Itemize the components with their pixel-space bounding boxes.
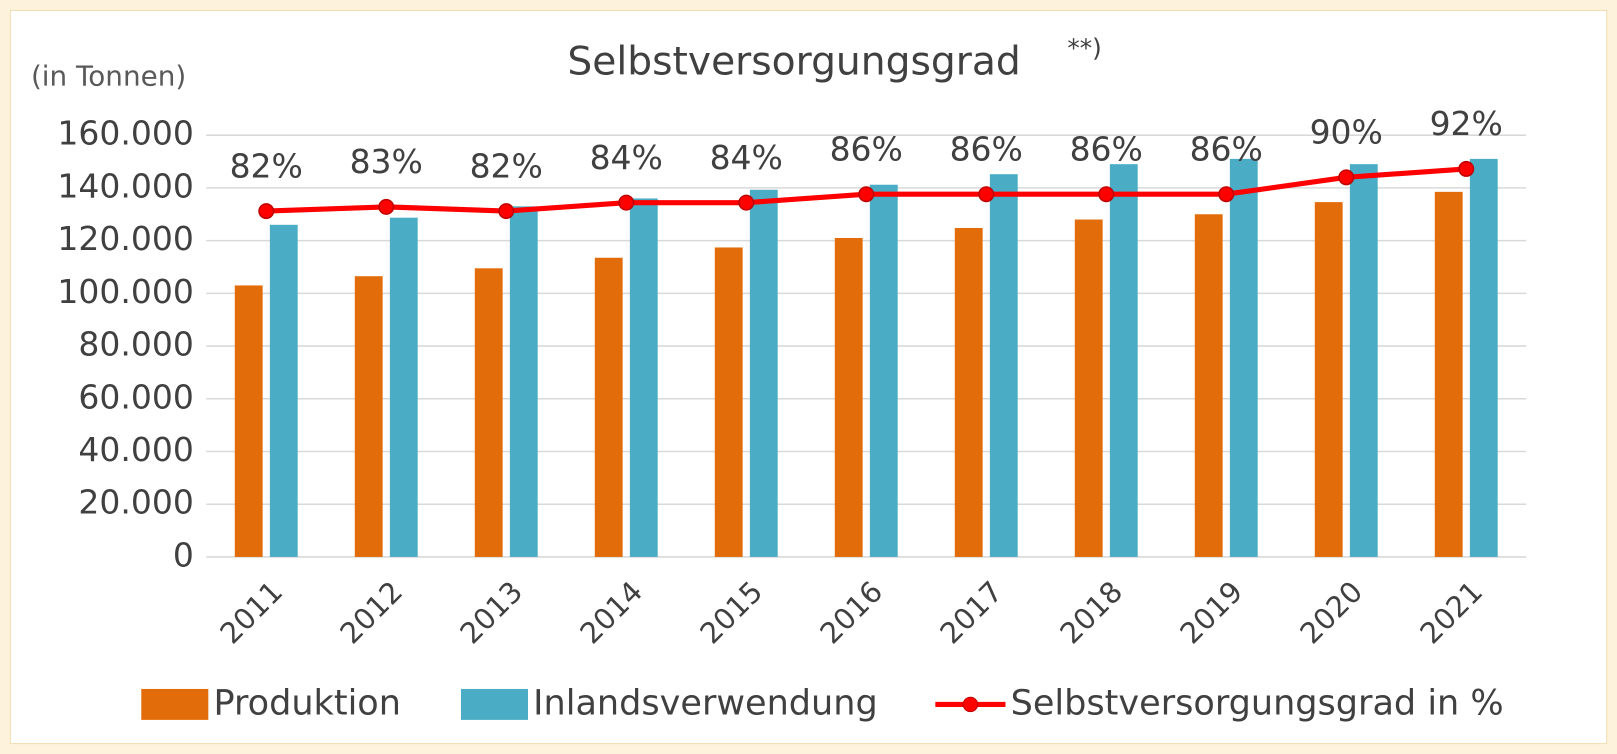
bar xyxy=(354,276,383,557)
bar xyxy=(1229,158,1258,557)
bar xyxy=(989,174,1018,557)
y-tick-label: 120.000 xyxy=(57,219,193,258)
line-marker xyxy=(258,203,275,220)
title-note: **) xyxy=(1067,34,1101,63)
data-label: 86% xyxy=(1070,129,1143,168)
subtitle: (in Tonnen) xyxy=(31,59,186,92)
bar xyxy=(629,198,658,557)
line-marker xyxy=(858,186,875,203)
legend-marker xyxy=(962,696,979,713)
line-marker xyxy=(1218,186,1235,203)
data-label: 90% xyxy=(1310,113,1383,152)
line-marker xyxy=(1338,169,1355,186)
bar xyxy=(1349,164,1378,557)
legend-label: Selbstversorgungsgrad in % xyxy=(1011,682,1504,723)
line-marker xyxy=(978,186,995,203)
y-tick-label: 0 xyxy=(173,535,194,574)
data-label: 84% xyxy=(710,138,783,177)
data-label: 86% xyxy=(950,129,1023,168)
legend-swatch xyxy=(460,688,528,720)
bar xyxy=(1194,214,1223,557)
data-label: 86% xyxy=(830,129,903,168)
line-marker xyxy=(498,203,515,220)
line-marker xyxy=(378,198,395,215)
data-label: 82% xyxy=(470,146,543,185)
bar xyxy=(834,237,863,557)
legend-label: Inlandsverwendung xyxy=(533,682,878,723)
line-marker xyxy=(618,194,635,211)
legend-swatch xyxy=(141,688,209,720)
line-marker xyxy=(738,194,755,211)
y-tick-label: 80.000 xyxy=(78,325,193,364)
y-tick-label: 160.000 xyxy=(57,114,193,153)
bar xyxy=(389,217,418,557)
bar xyxy=(269,224,298,557)
y-tick-label: 140.000 xyxy=(57,166,193,205)
bar xyxy=(1469,158,1498,557)
line-marker xyxy=(1098,186,1115,203)
y-tick-label: 40.000 xyxy=(78,430,193,469)
bar xyxy=(954,227,983,557)
data-label: 92% xyxy=(1430,104,1503,143)
data-label: 82% xyxy=(230,146,303,185)
bar xyxy=(509,206,538,557)
bar xyxy=(1434,191,1463,557)
chart-title: Selbstversorgungsgrad xyxy=(567,40,1020,85)
y-tick-label: 60.000 xyxy=(78,377,193,416)
y-tick-label: 100.000 xyxy=(57,272,193,311)
bar xyxy=(1314,202,1343,557)
bar xyxy=(474,268,503,557)
bar xyxy=(749,189,778,557)
line-marker xyxy=(1458,160,1475,177)
bar xyxy=(714,247,743,557)
bar xyxy=(234,285,263,557)
legend-label: Produktion xyxy=(213,682,401,723)
data-label: 86% xyxy=(1190,129,1263,168)
bar xyxy=(1109,164,1138,557)
data-label: 83% xyxy=(350,142,423,181)
bar xyxy=(1074,219,1103,557)
bar xyxy=(869,184,898,557)
bar xyxy=(594,257,623,557)
data-label: 84% xyxy=(590,138,663,177)
y-tick-label: 20.000 xyxy=(78,483,193,522)
